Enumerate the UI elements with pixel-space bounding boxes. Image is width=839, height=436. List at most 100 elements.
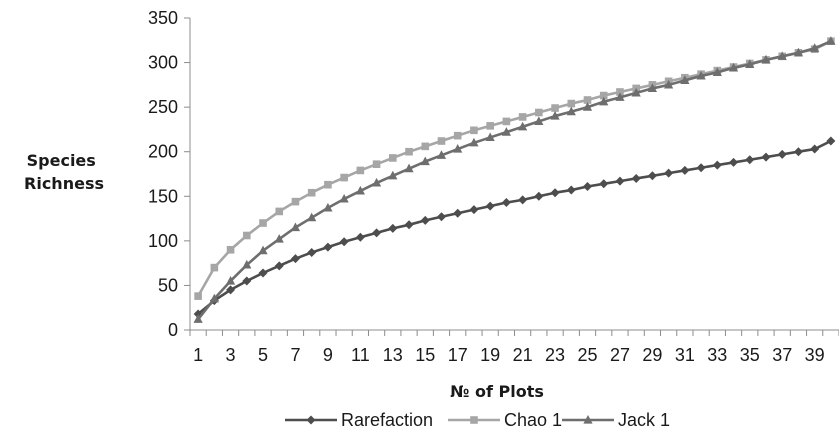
- legend-label: Chao 1: [504, 410, 562, 430]
- data-point: [307, 247, 317, 257]
- data-point: [777, 149, 787, 159]
- x-tick-label: 29: [642, 345, 662, 365]
- x-tick-label: 23: [545, 345, 565, 365]
- data-point: [194, 292, 202, 300]
- data-point: [388, 223, 398, 233]
- x-tick-label: 13: [383, 345, 403, 365]
- data-point: [469, 137, 479, 147]
- data-point: [258, 268, 268, 278]
- data-point: [437, 137, 446, 145]
- data-point: [631, 87, 641, 97]
- data-point: [323, 202, 333, 212]
- legend-item: Rarefaction: [285, 410, 433, 430]
- data-point: [647, 83, 658, 93]
- data-point: [599, 96, 609, 106]
- data-point: [810, 43, 820, 52]
- y-tick-label: 50: [158, 275, 178, 295]
- data-point: [502, 117, 511, 126]
- data-point: [664, 79, 674, 89]
- data-point: [826, 136, 836, 146]
- data-point: [550, 188, 560, 198]
- x-tick-label: 1: [193, 345, 203, 365]
- data-point: [307, 212, 317, 222]
- y-tick-label: 300: [148, 53, 178, 73]
- x-tick-label: 21: [513, 345, 533, 365]
- x-tick-label: 37: [772, 345, 792, 365]
- data-point: [566, 106, 576, 116]
- data-point: [551, 104, 559, 112]
- x-tick-label: 15: [415, 345, 435, 365]
- data-point: [258, 245, 268, 255]
- x-tick-label: 9: [323, 345, 333, 365]
- x-tick-label: 3: [226, 345, 236, 365]
- data-point: [583, 96, 592, 104]
- data-point: [728, 62, 739, 72]
- data-point: [518, 195, 528, 205]
- legend-item: Chao 1: [448, 410, 562, 430]
- data-point: [453, 208, 463, 218]
- x-tick-label: 31: [675, 345, 695, 365]
- data-point: [193, 314, 203, 323]
- data-point: [404, 220, 414, 230]
- data-point: [339, 193, 349, 203]
- data-point: [372, 160, 381, 168]
- data-point: [242, 231, 251, 240]
- data-point: [470, 126, 478, 135]
- series-line: [197, 139, 832, 315]
- data-point: [275, 207, 284, 216]
- x-tick-label: 39: [805, 345, 825, 365]
- y-tick-label: 100: [148, 231, 178, 251]
- data-point: [583, 181, 593, 191]
- data-point: [355, 232, 365, 242]
- data-point: [436, 150, 447, 159]
- data-point: [631, 173, 641, 183]
- data-point: [696, 163, 706, 173]
- data-point: [696, 70, 706, 80]
- legend-marker: [583, 415, 593, 424]
- data-point: [712, 160, 722, 170]
- data-point: [226, 245, 235, 254]
- x-axis-ticks: 1 3 5 7 9 11 13 15 17 19 21 23 25 27 29 31 33 35 37 39: [189, 330, 839, 365]
- x-tick-label: 25: [577, 345, 597, 365]
- data-point: [777, 51, 787, 60]
- data-point: [404, 163, 414, 173]
- data-point: [339, 237, 349, 247]
- y-axis-title-line-1: Species: [27, 151, 96, 170]
- data-point: [501, 127, 511, 136]
- y-axis-title: Species Richness: [24, 151, 104, 193]
- data-point: [420, 215, 430, 225]
- data-point: [290, 222, 301, 232]
- data-point: [371, 177, 382, 187]
- data-point: [761, 152, 771, 162]
- x-tick-label: 5: [258, 345, 268, 365]
- data-point: [355, 185, 365, 195]
- data-point: [712, 67, 722, 76]
- x-tick-label: 33: [707, 345, 727, 365]
- data-point: [485, 132, 495, 142]
- data-point: [599, 91, 608, 100]
- data-point: [518, 113, 527, 121]
- x-tick-label: 19: [480, 345, 500, 365]
- data-point: [534, 191, 544, 201]
- data-point: [567, 99, 576, 108]
- data-point: [340, 173, 348, 182]
- data-point: [372, 228, 382, 238]
- data-point: [259, 219, 267, 227]
- x-tick-label: 7: [290, 345, 300, 365]
- data-point: [534, 116, 544, 126]
- data-point: [389, 154, 397, 162]
- data-point: [453, 131, 462, 140]
- data-point: [616, 88, 624, 96]
- data-point: [729, 157, 739, 167]
- data-point: [535, 108, 543, 117]
- data-point: [209, 293, 219, 303]
- legend-marker: [306, 415, 316, 425]
- data-point: [501, 198, 511, 208]
- data-point: [550, 111, 560, 120]
- y-tick-label: 0: [168, 320, 178, 340]
- series-layer: [193, 36, 836, 323]
- data-point: [290, 254, 300, 264]
- x-axis-title: № of Plots: [450, 382, 544, 401]
- data-point: [421, 142, 430, 151]
